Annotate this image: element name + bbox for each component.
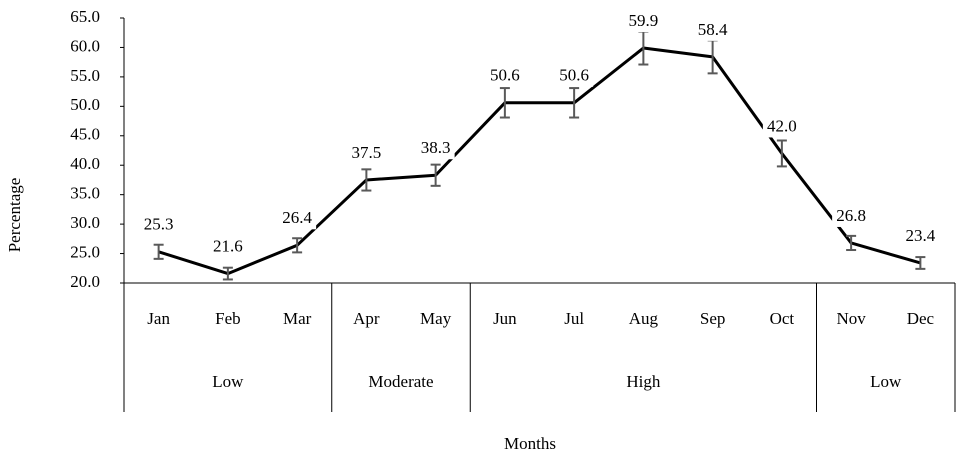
label-bg (693, 20, 732, 41)
group-label: High (626, 372, 661, 391)
error-bar (153, 243, 164, 260)
label-bg (208, 237, 247, 258)
data-label: 37.5 (352, 143, 382, 162)
error-bar (292, 237, 303, 254)
data-label: 42.0 (767, 116, 797, 135)
data-label: 50.6 (490, 66, 520, 85)
x-tick-label: Sep (700, 309, 726, 328)
group-label: Moderate (368, 372, 433, 391)
label-bg (485, 66, 524, 87)
data-label: 38.3 (421, 138, 451, 157)
x-tick-label: Apr (353, 309, 380, 328)
group-label: Low (212, 372, 244, 391)
y-tick-label: 60.0 (70, 36, 100, 55)
y-tick-label: 50.0 (70, 95, 100, 114)
error-bar (430, 163, 441, 187)
data-label: 59.9 (629, 11, 659, 30)
x-tick-label: Nov (836, 309, 866, 328)
data-label: 23.4 (906, 226, 936, 245)
x-tick-label: May (420, 309, 452, 328)
data-label: 26.8 (836, 206, 866, 225)
data-line (158, 46, 921, 276)
error-bar (499, 87, 510, 119)
x-tick-label: Jun (493, 309, 517, 328)
data-label: 25.3 (144, 215, 174, 234)
error-bar (846, 234, 857, 252)
data-label: 21.6 (213, 236, 243, 255)
y-tick-label: 35.0 (70, 184, 100, 203)
y-axis-title: Percentage (5, 178, 24, 253)
y-tick-label: 55.0 (70, 66, 100, 85)
label-bg (555, 66, 594, 87)
x-tick-label: Mar (283, 309, 312, 328)
error-bar (361, 168, 372, 192)
label-bg (416, 139, 455, 160)
x-tick-label: Dec (907, 309, 935, 328)
error-bar (915, 256, 926, 270)
x-tick-label: Jul (564, 309, 584, 328)
x-axis-title: Months (504, 434, 556, 453)
x-tick-label: Feb (215, 309, 241, 328)
label-bg (624, 12, 663, 33)
x-tick-label: Oct (770, 309, 795, 328)
label-bg (139, 215, 178, 236)
y-tick-label: 20.0 (70, 272, 100, 291)
y-tick-label: 45.0 (70, 125, 100, 144)
label-bg (901, 226, 940, 247)
label-bg (762, 117, 801, 138)
y-tick-label: 30.0 (70, 213, 100, 232)
group-label: Low (870, 372, 902, 391)
error-bar (222, 266, 233, 281)
x-tick-label: Jan (147, 309, 170, 328)
y-tick-label: 65.0 (70, 7, 100, 26)
y-tick-label: 40.0 (70, 154, 100, 173)
error-bar (569, 87, 580, 119)
y-tick-label: 25.0 (70, 242, 100, 261)
x-tick-label: Aug (629, 309, 659, 328)
label-bg (278, 209, 317, 230)
data-label: 58.4 (698, 20, 728, 39)
data-label: 26.4 (282, 208, 312, 227)
error-bar (776, 139, 787, 168)
data-label: 50.6 (559, 66, 589, 85)
label-bg (347, 143, 386, 164)
label-bg (832, 206, 871, 227)
